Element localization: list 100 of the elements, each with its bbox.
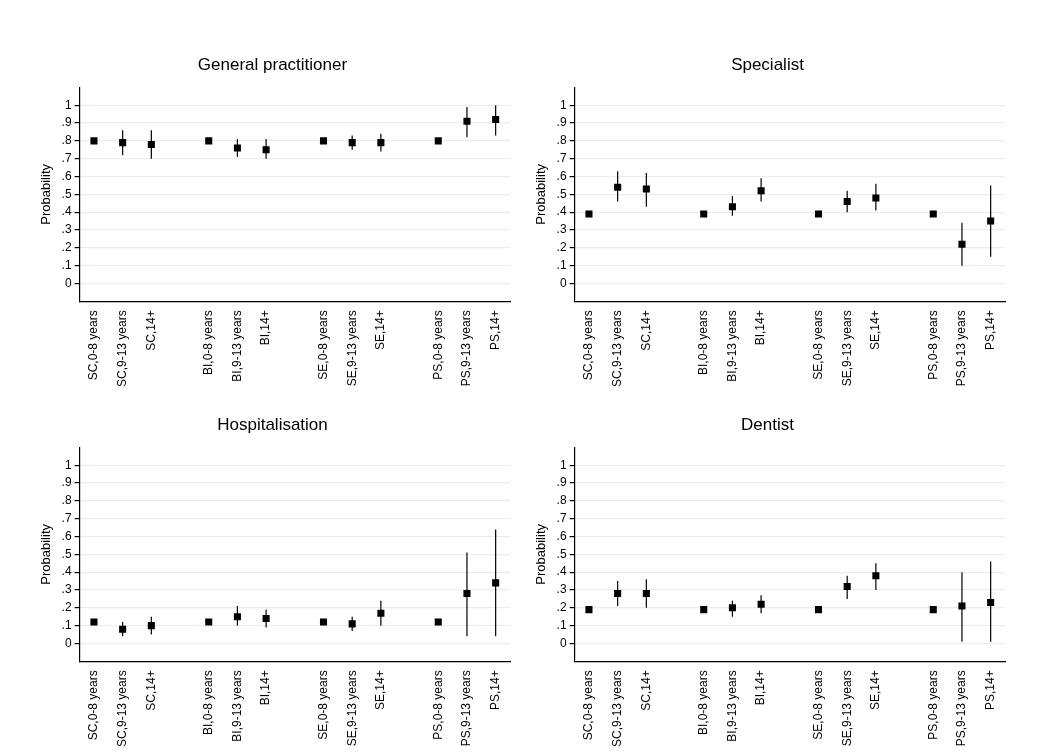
x-tick-label: SC,0-8 years — [86, 670, 101, 741]
x-tick-label: PS,9-13 years — [954, 310, 969, 387]
point — [929, 606, 937, 614]
x-tick-label: PS,14+ — [982, 310, 997, 350]
x-tick-label: SE,9-13 years — [344, 310, 359, 387]
x-tick-label: SE,0-8 years — [810, 310, 825, 380]
chart-title: Hospitalisation — [217, 414, 328, 434]
x-tick-label: SC,9-13 years — [114, 310, 129, 387]
point — [700, 606, 708, 614]
x-tick-label: SC,0-8 years — [581, 670, 596, 741]
chart-title: Specialist — [731, 54, 805, 74]
chart-title: Dentist — [741, 414, 795, 434]
x-tick-label: SC,0-8 years — [86, 310, 101, 381]
x-tick-label: SE,9-13 years — [839, 670, 854, 747]
y-tick-label: .7 — [61, 511, 72, 526]
x-tick-label: BI,0-8 years — [696, 310, 711, 375]
point — [90, 137, 98, 145]
x-tick-label: SC,9-13 years — [609, 670, 624, 747]
y-tick-label: .6 — [61, 528, 72, 543]
y-tick-label: 1 — [64, 97, 72, 112]
x-tick-label: SE,14+ — [373, 670, 388, 710]
y-tick-label: .5 — [556, 186, 567, 201]
x-tick-label: SE,0-8 years — [810, 670, 825, 740]
x-tick-label: BI,9-13 years — [724, 310, 739, 382]
x-tick-label: PS,9-13 years — [459, 670, 474, 747]
y-tick-label: .1 — [61, 617, 72, 632]
x-tick-label: BI,0-8 years — [696, 670, 711, 735]
y-tick-label: .6 — [556, 168, 567, 183]
point — [205, 618, 213, 626]
x-tick-label: SE,14+ — [868, 670, 883, 710]
point — [642, 185, 650, 193]
x-tick-label: PS,9-13 years — [459, 310, 474, 387]
x-tick-label: BI,14+ — [258, 310, 273, 346]
point — [814, 606, 823, 614]
y-tick-label: 1 — [559, 97, 567, 112]
x-tick-label: PS,9-13 years — [954, 670, 969, 747]
y-tick-label: .3 — [61, 222, 72, 237]
y-tick-label: .3 — [556, 222, 567, 237]
x-tick-label: PS,0-8 years — [430, 310, 445, 380]
y-tick-label: .7 — [556, 151, 567, 166]
y-tick-label: .5 — [556, 546, 567, 561]
y-tick-label: .4 — [556, 564, 567, 579]
x-tick-label: SE,14+ — [373, 310, 388, 350]
x-tick-label: BI,14+ — [753, 670, 768, 706]
point — [90, 618, 98, 626]
x-tick-label: PS,0-8 years — [925, 310, 940, 380]
y-tick-label: 0 — [559, 275, 567, 290]
x-tick-label: BI,14+ — [753, 310, 768, 346]
x-tick-label: SC,14+ — [638, 670, 653, 711]
point — [929, 210, 937, 218]
y-tick-label: .3 — [556, 582, 567, 597]
y-tick-label: .7 — [61, 151, 72, 166]
x-tick-label: BI,9-13 years — [229, 310, 244, 382]
x-tick-label: SE,0-8 years — [315, 670, 330, 740]
y-tick-label: .6 — [61, 168, 72, 183]
x-tick-label: SC,9-13 years — [609, 310, 624, 387]
x-tick-label: SC,0-8 years — [581, 310, 596, 381]
x-tick-label: SE,9-13 years — [344, 670, 359, 747]
x-tick-label: SC,14+ — [143, 670, 158, 711]
point — [434, 137, 442, 145]
x-tick-label: SE,14+ — [868, 310, 883, 350]
x-tick-label: BI,9-13 years — [724, 670, 739, 742]
y-tick-label: .8 — [556, 133, 567, 148]
y-axis-title: Probability — [533, 523, 549, 585]
x-tick-label: SE,9-13 years — [839, 310, 854, 387]
x-tick-label: PS,0-8 years — [430, 670, 445, 740]
x-tick-label: BI,9-13 years — [229, 670, 244, 742]
y-tick-label: 0 — [64, 275, 72, 290]
y-tick-label: .9 — [556, 115, 567, 130]
point — [585, 210, 593, 218]
x-tick-label: PS,14+ — [982, 670, 997, 710]
y-tick-label: 0 — [64, 635, 72, 650]
y-tick-label: .2 — [61, 240, 72, 255]
y-tick-label: 1 — [559, 457, 567, 472]
point — [205, 137, 213, 145]
point — [585, 606, 593, 614]
point — [319, 137, 328, 145]
y-tick-label: .9 — [61, 475, 72, 490]
y-tick-label: .4 — [556, 204, 567, 219]
y-tick-label: .9 — [61, 115, 72, 130]
y-tick-label: 0 — [559, 635, 567, 650]
y-axis-title: Probability — [38, 523, 54, 585]
point — [700, 210, 708, 218]
y-tick-label: .1 — [61, 257, 72, 272]
y-tick-label: .1 — [556, 257, 567, 272]
y-tick-label: .2 — [556, 240, 567, 255]
y-tick-label: .8 — [61, 133, 72, 148]
x-tick-label: PS,0-8 years — [925, 670, 940, 740]
y-tick-label: 1 — [64, 457, 72, 472]
y-tick-label: .6 — [556, 528, 567, 543]
x-tick-label: SC,14+ — [143, 310, 158, 351]
y-tick-label: .9 — [556, 475, 567, 490]
y-tick-label: .4 — [61, 564, 72, 579]
y-tick-label: .7 — [556, 511, 567, 526]
y-tick-label: .8 — [556, 493, 567, 508]
y-tick-label: .3 — [61, 582, 72, 597]
chart-title: General practitioner — [197, 54, 348, 74]
x-tick-label: SC,14+ — [638, 310, 653, 351]
x-tick-label: PS,14+ — [487, 310, 502, 350]
y-tick-label: .2 — [556, 600, 567, 615]
